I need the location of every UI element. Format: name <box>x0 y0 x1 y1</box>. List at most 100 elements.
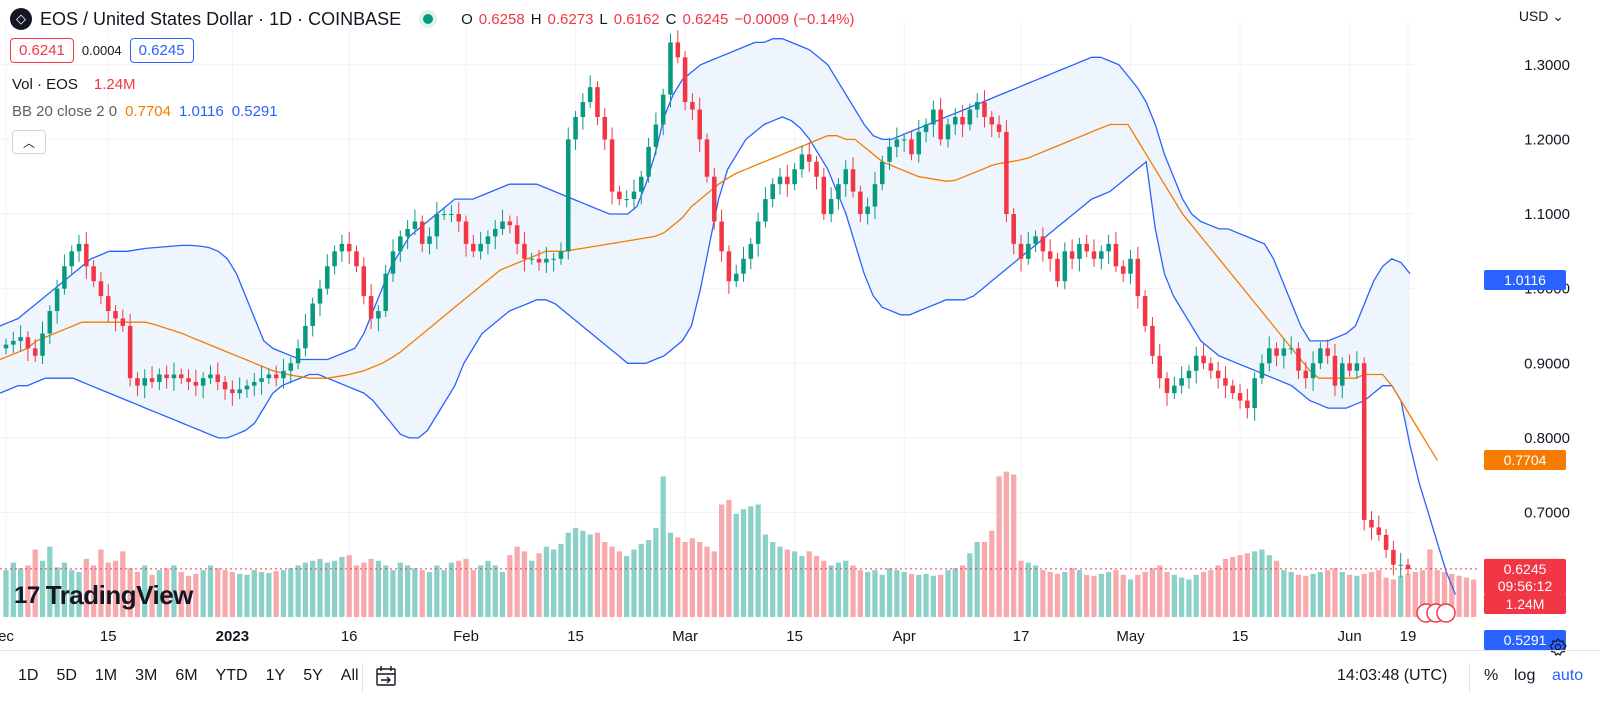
volume-legend[interactable]: Vol · EOS 1.24M <box>12 76 136 93</box>
volume-bar <box>1332 568 1338 617</box>
range-1y-button[interactable]: 1Y <box>265 667 286 684</box>
candle-body <box>865 206 870 215</box>
sell-price-button[interactable]: 0.6241 <box>10 38 74 63</box>
candle-body <box>1369 519 1374 528</box>
volume-bar <box>76 572 82 617</box>
market-status-icon[interactable] <box>423 14 434 24</box>
volume-bar <box>1266 555 1272 617</box>
candle-body <box>923 124 929 132</box>
candle-body <box>1186 370 1192 379</box>
range-6m-button[interactable]: 6M <box>175 667 198 684</box>
candle-body <box>1193 355 1199 371</box>
currency-selector[interactable]: USD ⌄ <box>1518 8 1564 24</box>
volume-bar <box>273 571 279 617</box>
candle-body <box>982 102 987 118</box>
volume-bar <box>171 565 177 617</box>
candle-body <box>76 243 82 252</box>
candle-body <box>1150 325 1155 356</box>
last-price-badge-countdown: 09:56:12 <box>1498 578 1553 594</box>
volume-bar <box>908 573 915 617</box>
log-scale-button[interactable]: log <box>1514 667 1536 684</box>
candle-body <box>500 221 505 229</box>
volume-bar <box>996 476 1002 617</box>
volume-bar <box>1339 572 1345 617</box>
volume-bar <box>762 534 769 617</box>
volume-bar <box>331 560 338 617</box>
y-tick-label: 1.3000 <box>1524 57 1570 74</box>
candle-body <box>901 139 907 141</box>
collapse-legend-button[interactable]: ︿ <box>12 130 46 154</box>
candle-body <box>142 378 148 386</box>
range-all-button[interactable]: All <box>340 667 359 684</box>
volume-bar <box>813 556 820 617</box>
candle-body <box>1179 378 1184 386</box>
x-tick-label: Apr <box>892 628 915 645</box>
range-5y-button[interactable]: 5Y <box>303 667 323 684</box>
volume-bar <box>456 560 462 617</box>
volume-bar <box>1062 572 1068 617</box>
candle-body <box>1106 243 1111 252</box>
x-tick-label: Jun <box>1337 628 1361 645</box>
candle-body <box>894 139 900 147</box>
gear-icon[interactable] <box>1549 638 1567 656</box>
candle-body <box>441 214 447 216</box>
volume-bar <box>959 565 966 617</box>
price-chart[interactable]: 0.70000.80000.90001.00001.10001.20001.30… <box>0 0 1600 650</box>
candle-body <box>682 57 688 103</box>
x-tick-label: 15 <box>786 628 803 645</box>
volume-bar <box>901 572 907 617</box>
volume-bar <box>1011 474 1017 617</box>
calendar-goto-icon[interactable] <box>376 665 396 687</box>
range-1m-button[interactable]: 1M <box>94 667 118 684</box>
tradingview-logo: 17 TradingView <box>14 580 193 611</box>
candle-body <box>1332 355 1338 386</box>
candle-body <box>909 139 914 155</box>
volume-bar <box>426 572 433 617</box>
volume-bar <box>1157 565 1163 617</box>
x-tick-label: 15 <box>1232 628 1249 645</box>
range-5d-button[interactable]: 5D <box>56 667 77 684</box>
range-1d-button[interactable]: 1D <box>18 667 39 684</box>
bb-upper-badge <box>1484 269 1566 290</box>
volume-bar <box>514 546 520 617</box>
volume-bar <box>1383 577 1389 617</box>
auto-scale-button[interactable]: auto <box>1552 667 1584 684</box>
volume-bar <box>1390 579 1397 617</box>
volume-bar <box>105 562 111 617</box>
volume-bar <box>127 568 133 617</box>
candle-body <box>113 311 118 319</box>
bb-upper-line <box>0 38 1411 361</box>
volume-bar <box>1032 565 1039 617</box>
bb-legend[interactable]: BB 20 close 2 0 0.7704 1.0116 0.5291 <box>12 103 278 120</box>
symbol-title[interactable]: EOS / United States Dollar · 1D · COINBA… <box>40 8 402 29</box>
candle-body <box>332 251 337 267</box>
candle-body <box>237 389 242 394</box>
event-marker-icon <box>1436 603 1456 623</box>
volume-bar <box>1463 577 1470 617</box>
volume-bar <box>441 570 447 617</box>
volume-bar <box>1376 570 1382 617</box>
volume-bar <box>10 562 16 617</box>
range-3m-button[interactable]: 3M <box>135 667 158 684</box>
buy-price-button[interactable]: 0.6245 <box>129 38 194 63</box>
utc-clock[interactable]: 14:03:48 (UTC) <box>1337 667 1448 684</box>
volume-bar <box>981 542 988 617</box>
candle-body <box>953 117 958 125</box>
volume-bar <box>229 572 235 617</box>
volume-bar <box>368 558 374 617</box>
candle-body <box>208 374 213 379</box>
volume-bar <box>609 546 615 617</box>
volume-bar <box>149 574 155 617</box>
volume-bar <box>872 570 878 617</box>
volume-bar <box>1091 575 1097 617</box>
volume-bar <box>572 527 579 617</box>
percent-scale-button[interactable]: % <box>1484 667 1499 684</box>
volume-bar <box>207 565 214 617</box>
candle-body <box>1383 534 1389 550</box>
candle-body <box>105 296 111 312</box>
high-value: 0.6273 <box>547 10 594 28</box>
candle-body <box>1077 243 1082 259</box>
range-ytd-button[interactable]: YTD <box>215 667 248 684</box>
candle-body <box>1208 363 1214 371</box>
candle-body <box>98 281 104 297</box>
